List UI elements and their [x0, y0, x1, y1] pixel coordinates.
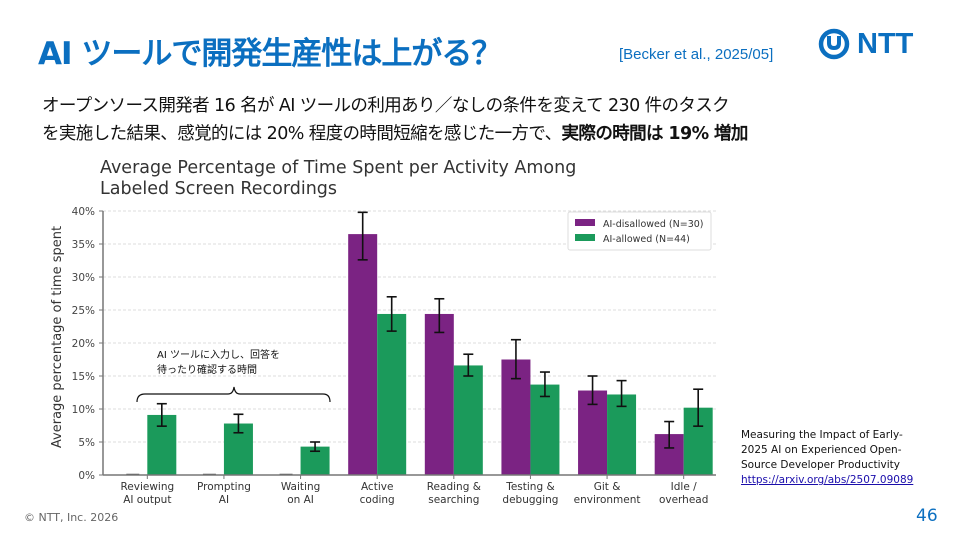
x-tick-label: Active [361, 481, 393, 493]
annotation-line-1: AI ツールに入力し、回答を [157, 348, 280, 361]
reference-line-2: 2025 AI on Experienced Open- [741, 444, 902, 456]
x-tick-label: AI output [123, 494, 171, 506]
bar-disallowed [348, 234, 378, 475]
error-bar [539, 371, 550, 398]
y-tick-label: 20% [72, 338, 95, 350]
subtitle-line-2: を実施した結果、感覚的には 20% 程度の時間短縮を感じた一方で、実際の時間は … [42, 120, 748, 148]
y-tick-label: 30% [72, 272, 95, 284]
annotation-line-2: 待ったり確認する時間 [157, 363, 257, 376]
annotation-brace [136, 386, 331, 403]
reference-line-1: Measuring the Impact of Early- [741, 429, 903, 441]
y-ticks: 0% 5% 10% 15% 20% 25% 30% 35% 40% [72, 206, 103, 482]
x-tick-label: coding [360, 494, 395, 506]
x-tick-label: Waiting [281, 481, 320, 493]
error-bar [616, 379, 627, 408]
legend-swatch-allowed [575, 234, 595, 241]
reference: Measuring the Impact of Early- 2025 AI o… [741, 428, 913, 488]
bar-allowed [377, 313, 407, 475]
chart-title: Average Percentage of Time Spent per Act… [100, 158, 576, 200]
error-bar [386, 295, 397, 332]
error-bars [156, 211, 704, 453]
error-bar [357, 211, 368, 261]
y-tick-label: 15% [72, 371, 95, 383]
annotation: AI ツールに入力し、回答を 待ったり確認する時間 [136, 348, 331, 403]
error-bar [587, 375, 598, 406]
bar-disallowed [424, 313, 454, 475]
x-tick-label: debugging [502, 494, 558, 506]
legend-label-disallowed: AI-disallowed (N=30) [603, 219, 704, 230]
x-tick-label: Reading & [427, 481, 481, 493]
reference-link[interactable]: https://arxiv.org/abs/2507.09089 [741, 474, 914, 486]
x-tick-label: Reviewing [120, 481, 174, 493]
error-bar [463, 353, 474, 377]
bars [126, 234, 713, 476]
y-tick-label: 35% [72, 239, 95, 251]
x-tick-label: on AI [287, 494, 314, 506]
legend-label-allowed: AI-allowed (N=44) [603, 234, 690, 245]
x-tick-label: Idle / [671, 481, 697, 493]
error-bar [310, 441, 321, 453]
subtitle-line-2-plain: を実施した結果、感覚的には 20% 程度の時間短縮を感じた一方で、 [42, 124, 562, 144]
x-tick-label: searching [428, 494, 479, 506]
x-tick-label: AI [219, 494, 229, 506]
chart-title-line-2: Labeled Screen Recordings [100, 179, 338, 199]
slide-title: AI ツールで開発生産性は上がる？ [38, 36, 502, 72]
ntt-logo-text: NTT [857, 27, 914, 60]
error-bar [156, 402, 167, 427]
x-tick-label: Prompting [197, 481, 251, 493]
legend-swatch-disallowed [575, 219, 595, 226]
chart-title-line-1: Average Percentage of Time Spent per Act… [100, 158, 577, 178]
legend-box [567, 211, 712, 251]
y-tick-label: 10% [72, 404, 95, 416]
x-tick-label: Git & [594, 481, 621, 493]
y-tick-label: 40% [72, 206, 95, 218]
error-bar [233, 413, 244, 434]
ntt-logo: NTT [818, 28, 913, 60]
y-tick-label: 25% [72, 305, 95, 317]
subtitle-highlight: 実際の時間は 19% 増加 [561, 124, 749, 144]
page-number: 46 [916, 506, 938, 526]
error-bar [510, 338, 521, 380]
x-tick-label: overhead [659, 494, 708, 506]
subtitle-line-1: オープンソース開発者 16 名が AI ツールの利用あり／なしの条件を変えて 2… [42, 96, 730, 116]
copyright: © NTT, Inc. 2026 [24, 511, 119, 524]
x-tick-label: Testing & [505, 481, 554, 493]
bar-allowed [453, 365, 483, 475]
legend: AI-disallowed (N=30) AI-allowed (N=44) [567, 211, 712, 251]
y-axis-label: Average percentage of time spent [50, 226, 65, 448]
error-bar [664, 420, 675, 449]
citation: [Becker et al., 2025/05] [619, 46, 774, 63]
bar-allowed [607, 394, 637, 475]
error-bar [434, 297, 445, 334]
x-tick-label: environment [574, 494, 641, 506]
ntt-logo-icon [818, 28, 850, 60]
bar-allowed [530, 384, 560, 475]
reference-line-3: Source Developer Productivity [741, 459, 900, 471]
error-bar [693, 388, 704, 427]
subtitle: オープンソース開発者 16 名が AI ツールの利用あり／なしの条件を変えて 2… [42, 92, 748, 148]
y-tick-label: 5% [78, 437, 95, 449]
y-tick-label: 0% [78, 470, 95, 482]
